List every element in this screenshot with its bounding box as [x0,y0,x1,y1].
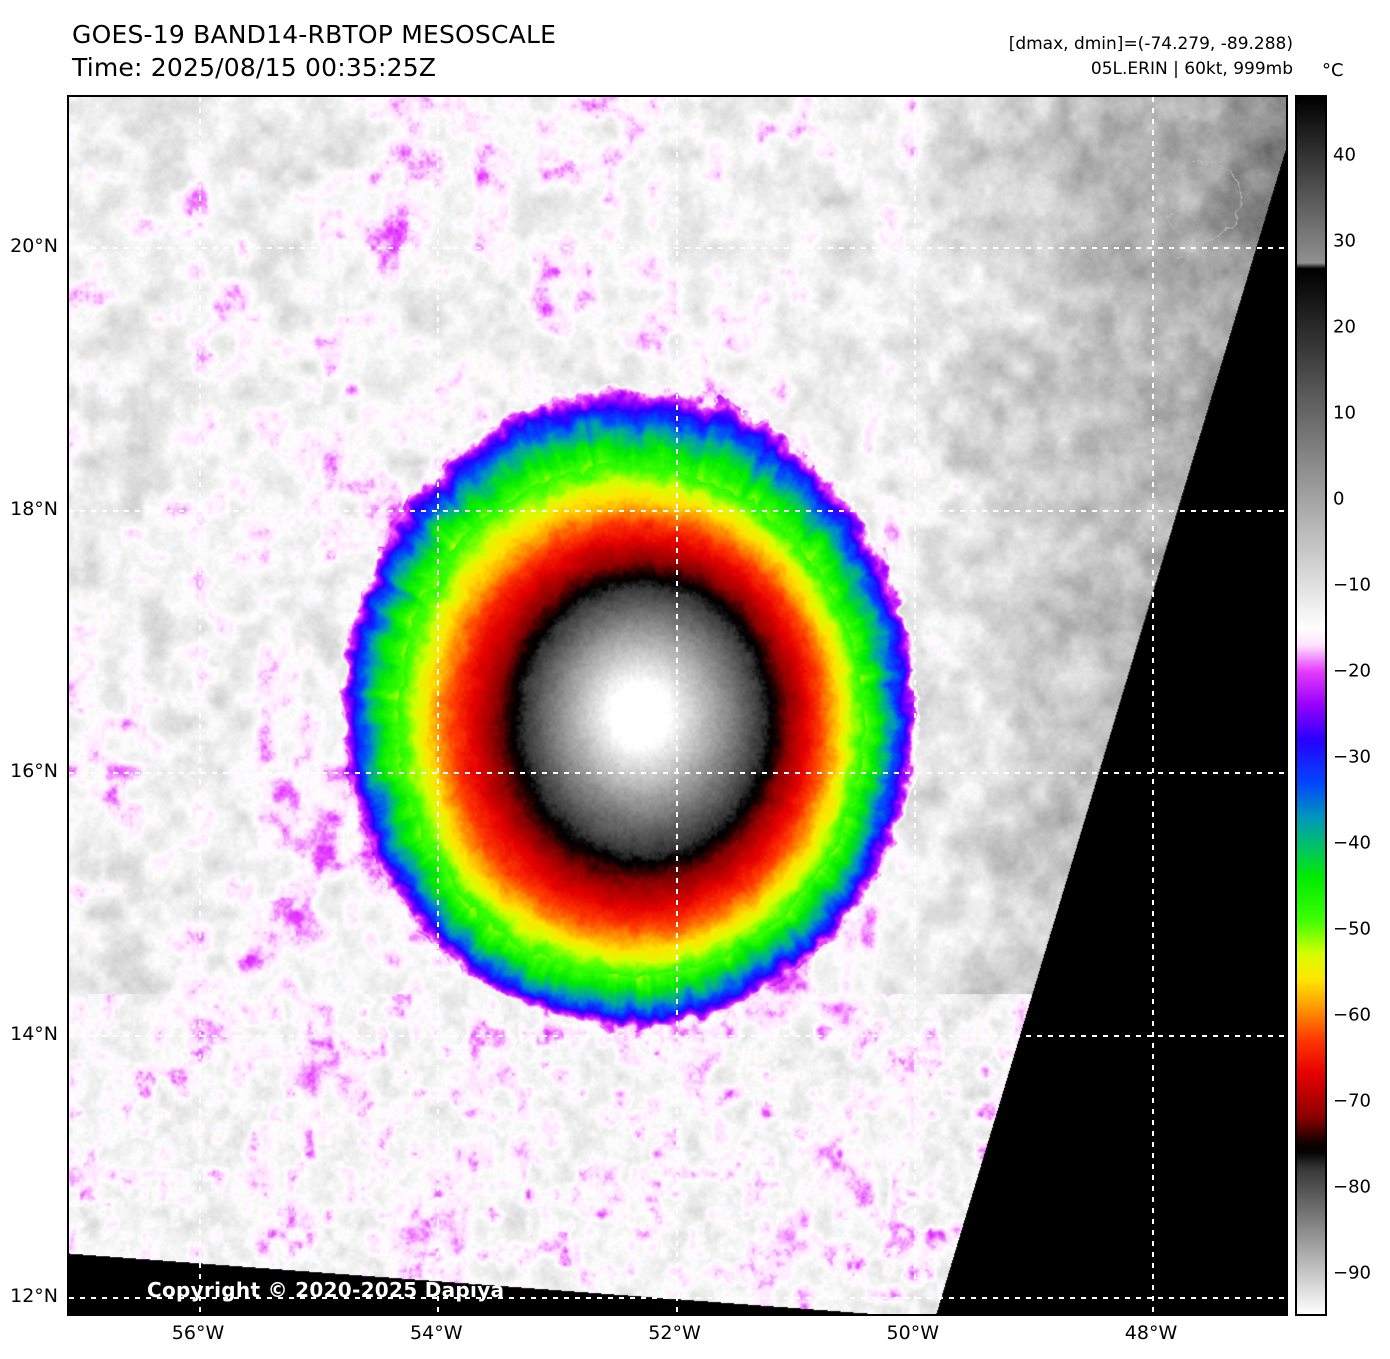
copyright-label: Copyright © 2020-2025 Dapiya [147,1278,505,1302]
page-title: GOES-19 BAND14-RBTOP MESOSCALE Time: 202… [72,18,556,84]
timestamp-label: Time: 2025/08/15 00:35:25Z [72,53,437,82]
y-axis-tick-label: 20°N [10,234,58,257]
colorbar-tick-label: 30 [1333,230,1356,252]
colorbar-tick-label: 10 [1333,402,1356,424]
colorbar-tick-label: −60 [1333,1004,1371,1026]
x-axis-tick-label: 56°W [171,1322,225,1344]
y-axis-tick-label: 12°N [10,1285,58,1308]
x-axis-tick-label: 48°W [1124,1322,1178,1344]
y-axis-tick-label: 16°N [10,760,58,783]
colorbar-tick-label: −70 [1333,1090,1371,1112]
colorbar-tick-label: −30 [1333,746,1371,768]
colorbar-gradient [1297,97,1325,1314]
colorbar-tick-label: −50 [1333,918,1371,940]
colorbar-tick-label: −40 [1333,832,1371,854]
colorbar-tick-label: 40 [1333,144,1356,166]
colorbar-unit-label: °C [1322,60,1344,81]
colorbar-tick-label: −10 [1333,574,1371,596]
product-title: GOES-19 BAND14-RBTOP MESOSCALE [72,20,557,49]
satellite-image-plot: Copyright © 2020-2025 Dapiya [67,95,1288,1316]
x-axis-tick-label: 52°W [648,1322,701,1344]
colorbar-tick-label: −90 [1333,1262,1371,1284]
colorbar-tick-label: −20 [1333,660,1371,682]
x-axis-tick-label: 54°W [410,1322,463,1344]
data-range-label: [dmax, dmin]=(-74.279, -89.288) [1008,34,1293,54]
colorbar-tick-label: 20 [1333,316,1356,338]
y-axis-tick-label: 14°N [10,1022,58,1045]
x-axis-tick-label: 50°W [886,1322,939,1344]
colorbar-tick-label: 0 [1333,488,1345,510]
colorbar-tick-label: −80 [1333,1176,1371,1198]
infrared-brightness-temperature-map [69,97,1286,1314]
storm-info-label: 05L.ERIN | 60kt, 999mb [1090,59,1293,79]
colorbar [1295,95,1327,1316]
metadata-block: [dmax, dmin]=(-74.279, -89.288) 05L.ERIN… [1009,32,1293,82]
y-axis-tick-label: 18°N [10,497,58,520]
